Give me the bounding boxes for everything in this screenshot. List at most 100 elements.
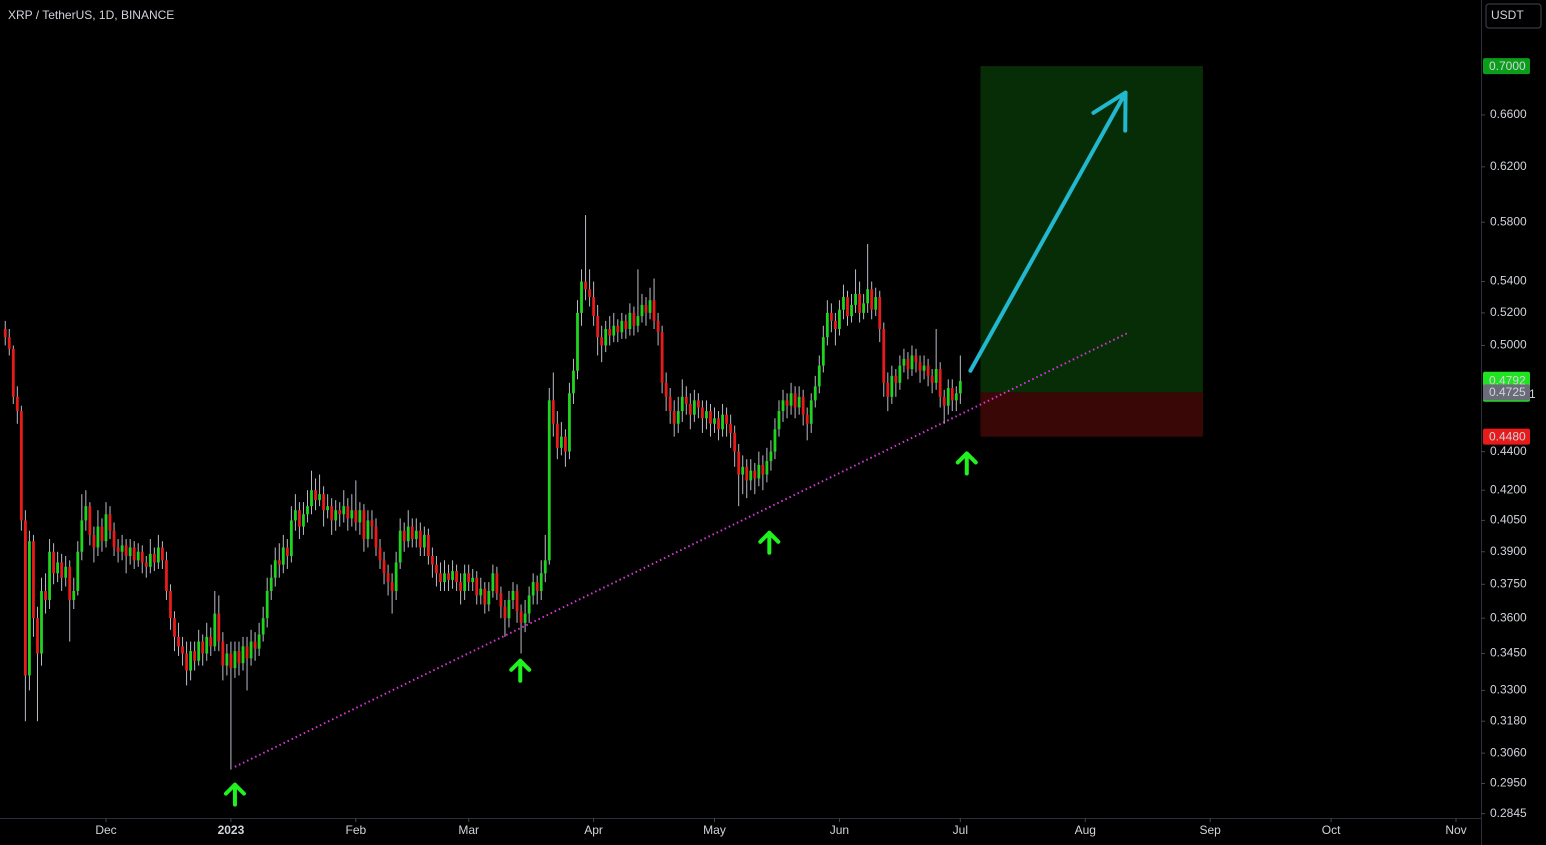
candle-body <box>507 599 511 619</box>
candle-body <box>19 411 23 521</box>
candle-body <box>511 590 515 600</box>
candle-body <box>443 573 446 583</box>
candle-body <box>225 653 229 666</box>
candle-body <box>293 510 297 521</box>
candle-body <box>773 429 777 452</box>
candle-body <box>870 289 874 310</box>
candle-body <box>894 375 898 383</box>
y-tick-label: 0.3060 <box>1490 745 1527 759</box>
candle-body <box>676 411 680 424</box>
candle-body <box>410 526 414 540</box>
candle-body <box>684 396 688 404</box>
candle-body <box>152 553 156 563</box>
candle-body <box>576 312 579 371</box>
candle-body <box>902 358 906 366</box>
candle-body <box>406 526 410 542</box>
candle-body <box>346 506 350 519</box>
candle-body <box>285 547 289 557</box>
candle-body <box>241 646 245 664</box>
candle-body <box>382 560 386 574</box>
support-marker <box>509 658 532 683</box>
candle-body <box>842 297 845 310</box>
candle-body <box>797 396 801 408</box>
candle-body <box>745 466 749 481</box>
candle-body <box>834 320 837 330</box>
x-tick-label: 2023 <box>218 823 245 837</box>
candle-body <box>23 520 27 676</box>
candle-body <box>104 514 108 542</box>
candle-body <box>156 547 160 563</box>
candle-body <box>334 510 338 521</box>
candle-body <box>628 312 632 330</box>
candle-body <box>624 320 628 330</box>
candle-body <box>209 636 213 647</box>
price-label: 0.4792 <box>1489 373 1526 387</box>
candle-body <box>600 337 604 346</box>
candle-body <box>132 547 136 561</box>
candle-body <box>487 590 491 605</box>
candle-body <box>882 329 886 383</box>
candle-body <box>620 320 624 333</box>
candle-body <box>84 506 88 521</box>
candle-body <box>612 325 616 336</box>
candle-body <box>692 400 696 415</box>
candle-body <box>592 297 596 317</box>
candle-body <box>616 325 620 333</box>
candle-body <box>946 388 950 406</box>
candle-body <box>874 297 878 310</box>
candle-body <box>148 553 152 567</box>
y-tick-label: 0.3900 <box>1490 544 1527 558</box>
candle-body <box>60 562 64 578</box>
candle-body <box>68 566 72 600</box>
candle-body <box>426 534 430 557</box>
candle-body <box>439 573 442 583</box>
y-tick-label: 0.4050 <box>1490 513 1527 527</box>
y-tick-label: 0.5800 <box>1490 214 1527 228</box>
currency-label[interactable]: USDT <box>1491 8 1524 22</box>
candle-body <box>777 411 781 430</box>
y-tick-label: 0.2950 <box>1490 776 1527 790</box>
candle-body <box>604 329 608 346</box>
candle-body <box>76 551 80 591</box>
candle-body <box>741 466 745 475</box>
candle-body <box>938 369 942 397</box>
candle-body <box>785 400 789 406</box>
candle-body <box>289 520 293 557</box>
candle-body <box>181 646 184 654</box>
candle-body <box>390 582 394 591</box>
candle-body <box>221 641 225 666</box>
candle-body <box>362 510 366 540</box>
candle-body <box>656 320 660 333</box>
candle-body <box>660 332 664 383</box>
candle-body <box>366 520 370 540</box>
candle-body <box>447 573 450 580</box>
candle-body <box>253 641 257 649</box>
candle-body <box>854 293 857 305</box>
candle-body <box>765 461 769 475</box>
candle-body <box>648 300 652 313</box>
chart-title: XRP / TetherUS, 1D, BINANCE <box>8 8 174 22</box>
candle-body <box>463 573 467 591</box>
price-label: 0.7000 <box>1489 59 1526 73</box>
candle-body <box>491 573 495 591</box>
candle-body <box>793 393 797 408</box>
currency-button[interactable] <box>1485 3 1542 29</box>
candle-body <box>769 451 773 462</box>
candle-body <box>898 365 902 383</box>
price-label-box <box>1483 58 1530 75</box>
y-tick-label: 0.5200 <box>1490 305 1527 319</box>
y-tick-label: 0.6600 <box>1490 107 1527 121</box>
candle-body <box>358 510 362 523</box>
y-tick-label: 0.3300 <box>1490 683 1527 697</box>
candle-body <box>563 436 567 452</box>
y-tick-label: 0.5000 <box>1490 338 1527 352</box>
candle-body <box>310 490 313 507</box>
candle-body <box>543 560 547 574</box>
candle-body <box>7 337 11 349</box>
candle-body <box>459 582 463 591</box>
candle-body <box>318 494 321 501</box>
trendline <box>234 332 1129 768</box>
candle-body <box>44 590 47 600</box>
candle-body <box>781 400 785 412</box>
